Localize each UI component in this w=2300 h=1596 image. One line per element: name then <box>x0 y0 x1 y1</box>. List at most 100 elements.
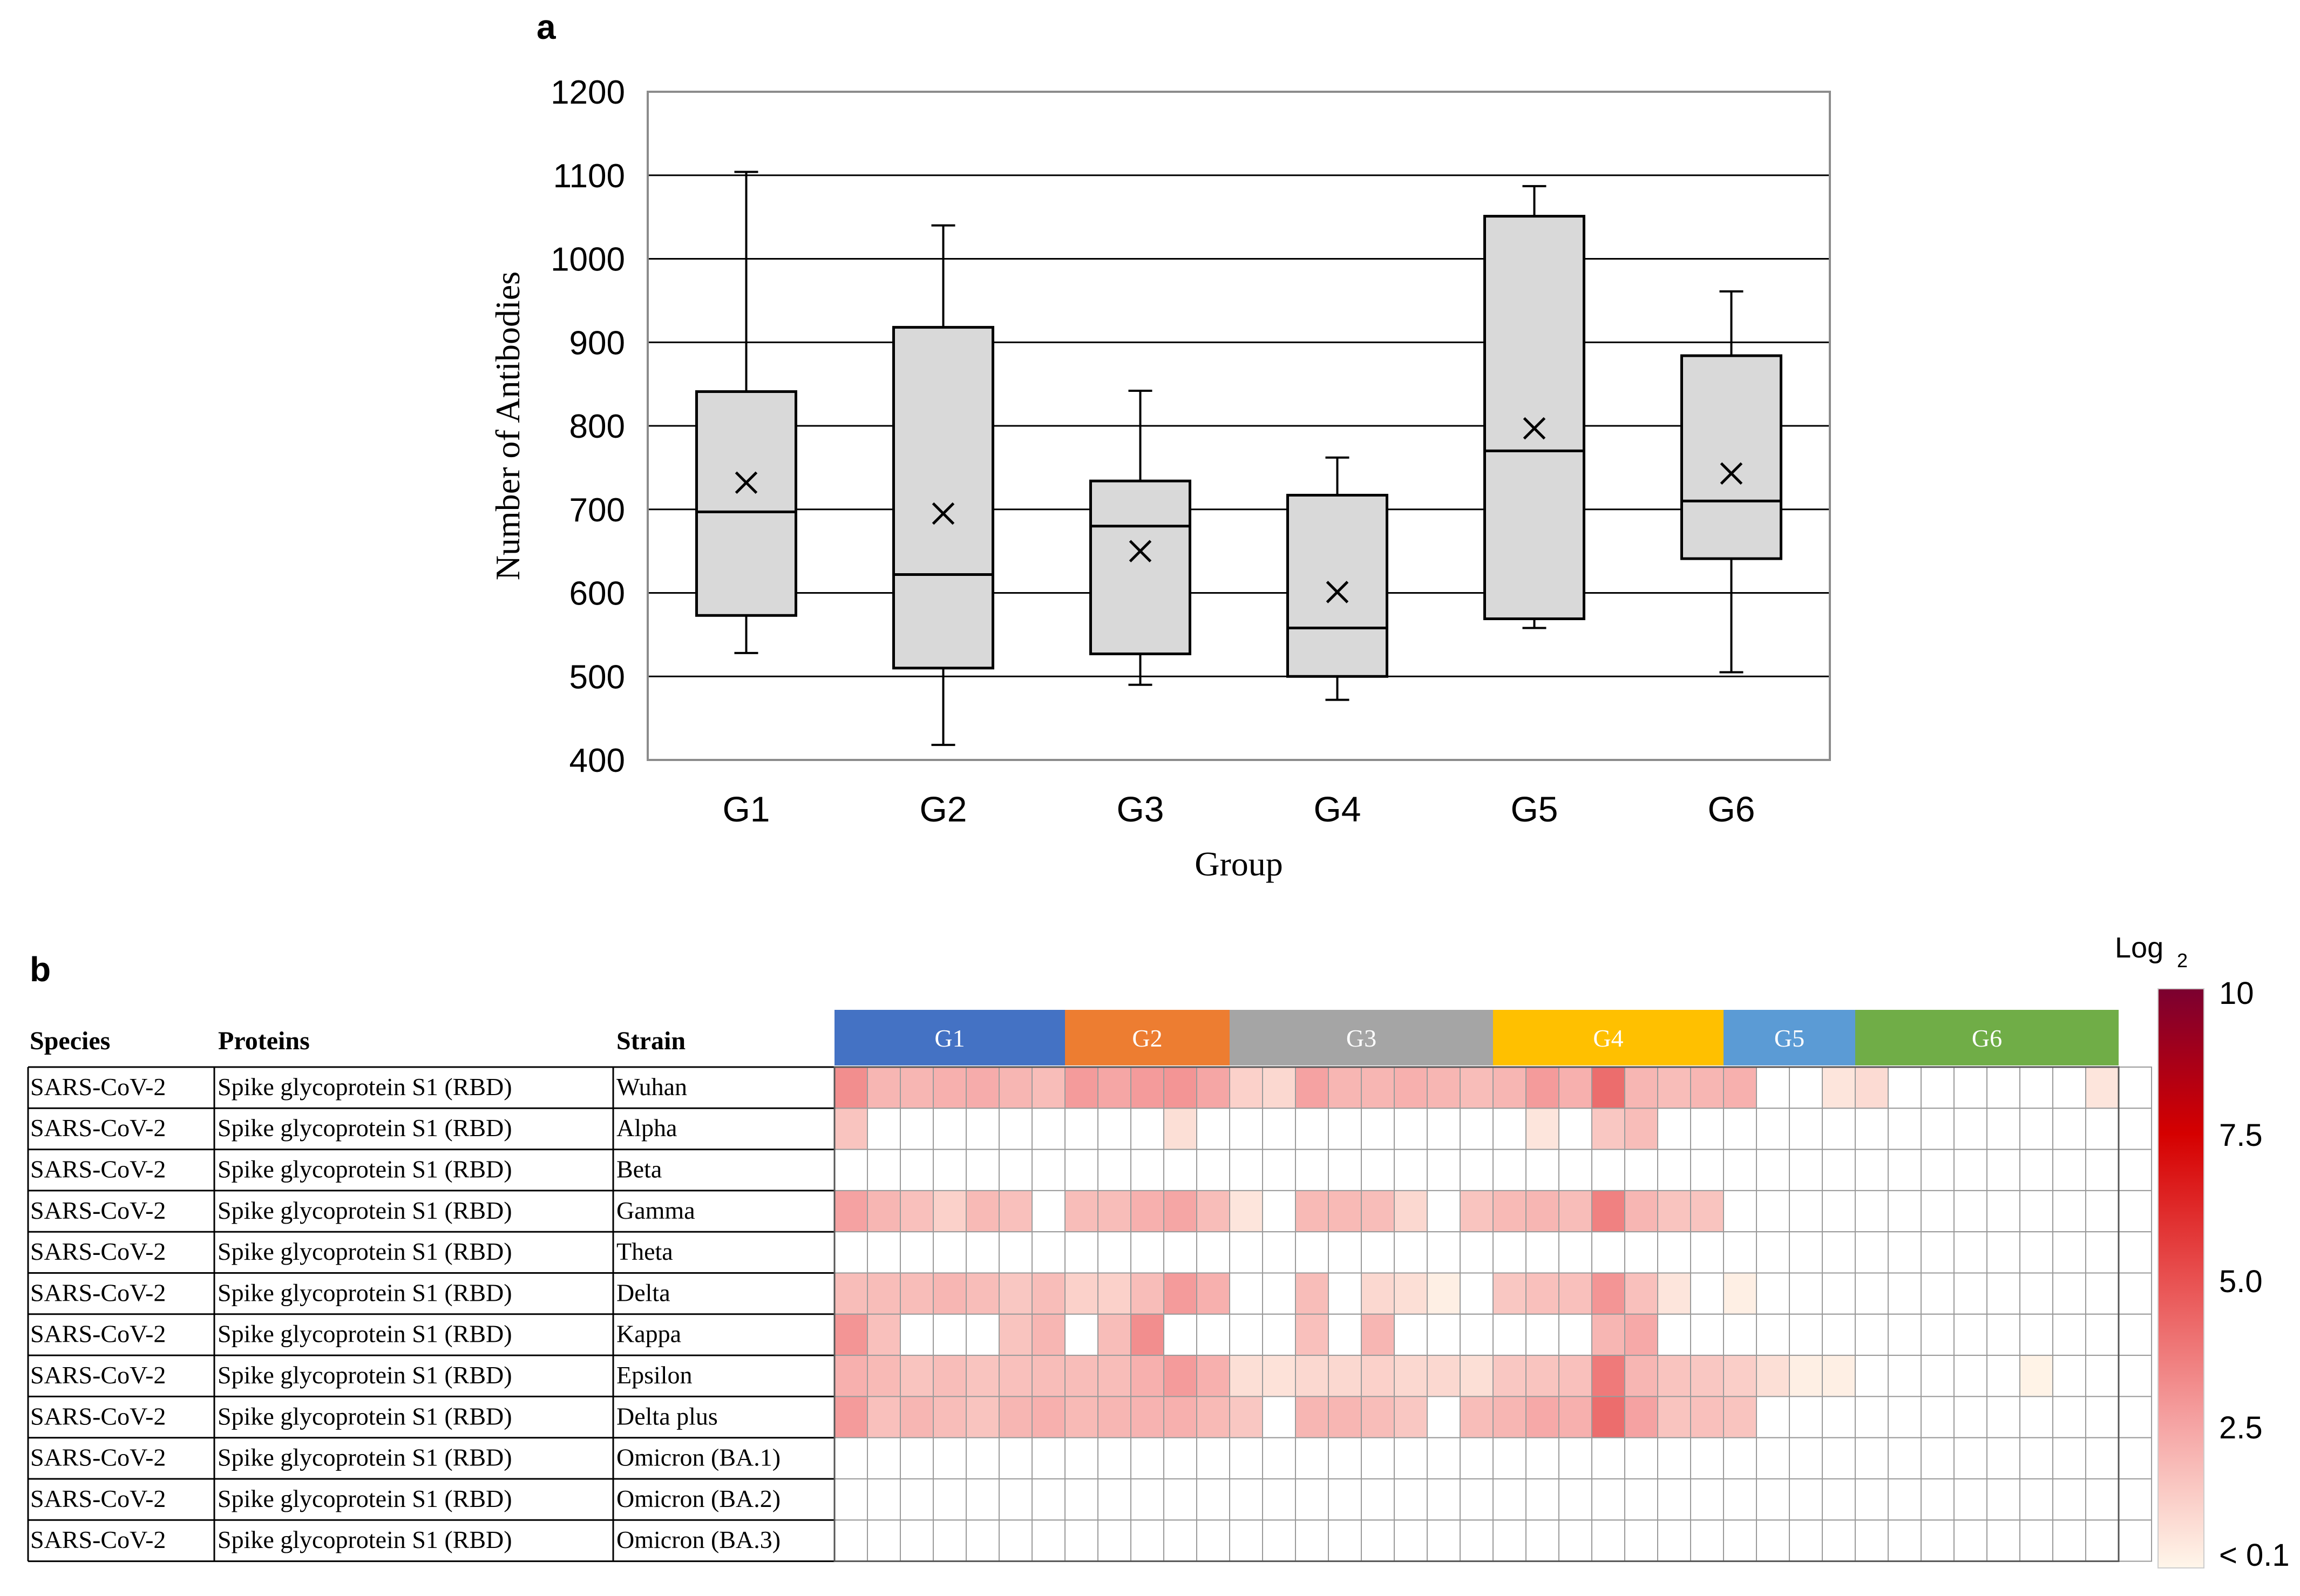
box-g4 <box>1286 456 1388 701</box>
box-g1 <box>695 171 797 654</box>
heatmap-cell <box>933 1067 967 1109</box>
heatmap-cell <box>1229 1396 1263 1438</box>
heatmap-cell <box>2019 1478 2053 1521</box>
heatmap-cell <box>999 1355 1033 1397</box>
heatmap-cell <box>2019 1149 2053 1191</box>
row-strain: Alpha <box>616 1114 677 1142</box>
row-label-table: SARS-CoV-2 Spike glycoprotein S1 (RBD) Wuh… <box>27 1066 2119 1563</box>
heatmap-cell <box>1130 1437 1164 1479</box>
row-protein: Spike glycoprotein S1 (RBD) <box>218 1238 512 1265</box>
heatmap-cell <box>900 1478 934 1521</box>
heatmap-cell <box>1394 1519 1428 1562</box>
heatmap-cell <box>933 1478 967 1521</box>
heatmap-cell <box>1130 1231 1164 1274</box>
row-species: SARS-CoV-2 <box>30 1361 166 1389</box>
heatmap-cell <box>867 1313 901 1356</box>
heatmap-cell <box>1756 1272 1790 1315</box>
heatmap-cell <box>1525 1067 1559 1109</box>
heatmap-cell <box>900 1519 934 1562</box>
heatmap-cell <box>1888 1313 1922 1356</box>
heatmap-cell <box>999 1437 1033 1479</box>
heatmap-cell <box>1097 1231 1131 1274</box>
row-species: SARS-CoV-2 <box>30 1402 166 1430</box>
heatmap-cell <box>933 1108 967 1150</box>
row-protein: Spike glycoprotein S1 (RBD) <box>218 1402 512 1430</box>
heatmap-cell <box>1624 1108 1658 1150</box>
heatmap-cell <box>2052 1272 2086 1315</box>
heatmap-cell <box>834 1231 868 1274</box>
heatmap-cell <box>966 1149 1000 1191</box>
heatmap-cell <box>1097 1108 1131 1150</box>
heatmap-cell <box>1558 1108 1592 1150</box>
heatmap-cell <box>1525 1231 1559 1274</box>
heatmap-cell <box>1624 1396 1658 1438</box>
heatmap-cell <box>1921 1478 1955 1521</box>
heatmap-cell <box>2019 1355 2053 1397</box>
heatmap-cell <box>1196 1519 1230 1562</box>
heatmap-cell <box>1130 1313 1164 1356</box>
row-strain: Wuhan <box>616 1073 687 1101</box>
heatmap-cell <box>2085 1355 2119 1397</box>
heatmap-cell <box>1855 1149 1889 1191</box>
heatmap-cell <box>1460 1231 1494 1274</box>
heatmap-cell <box>1855 1313 1889 1356</box>
heatmap-cell <box>1591 1478 1625 1521</box>
heatmap-cell <box>1657 1190 1691 1233</box>
x-tick-label: G5 <box>1510 789 1558 829</box>
gridlines <box>648 91 1830 761</box>
heatmap-cell <box>834 1478 868 1521</box>
box-g2 <box>892 224 994 746</box>
heatmap-cell <box>2052 1149 2086 1191</box>
heatmap-cell <box>933 1437 967 1479</box>
heatmap-cell <box>1097 1519 1131 1562</box>
heatmap-cell <box>2085 1149 2119 1191</box>
heatmap-cell <box>1789 1478 1823 1521</box>
heatmap-cell <box>900 1231 934 1274</box>
heatmap-cell <box>834 1190 868 1233</box>
heatmap-cell <box>2019 1437 2053 1479</box>
heatmap-cell <box>1262 1108 1296 1150</box>
heatmap-cell <box>1888 1478 1922 1521</box>
heatmap-cell <box>1032 1067 1066 1109</box>
heatmap-cell <box>2118 1313 2152 1356</box>
heatmap-cell <box>1723 1519 1757 1562</box>
heatmap-cell <box>999 1396 1033 1438</box>
heatmap-cell <box>1657 1396 1691 1438</box>
heatmap-cell <box>1097 1313 1131 1356</box>
heatmap-cell <box>2118 1519 2152 1562</box>
heatmap-cell <box>1460 1396 1494 1438</box>
heatmap-cell <box>1953 1396 1987 1438</box>
heatmap-cell <box>1558 1067 1592 1109</box>
heatmap-cell <box>1032 1108 1066 1150</box>
row-strain: Epsilon <box>616 1361 693 1389</box>
heatmap-cell <box>1163 1190 1197 1233</box>
heatmap-cell <box>867 1149 901 1191</box>
heatmap-cell <box>999 1108 1033 1150</box>
heatmap-cell <box>1229 1313 1263 1356</box>
heatmap-cell <box>1888 1149 1922 1191</box>
colorbar-tick-label: 5.0 <box>2219 1264 2263 1299</box>
heatmap-cell <box>1427 1313 1461 1356</box>
heatmap-cell <box>1460 1272 1494 1315</box>
heatmap-cell <box>1064 1231 1098 1274</box>
colorbar-gradient <box>2157 988 2204 1568</box>
row-species: SARS-CoV-2 <box>30 1526 166 1553</box>
heatmap-cell <box>1525 1355 1559 1397</box>
heatmap-cell <box>1624 1478 1658 1521</box>
heatmap-cell <box>1986 1519 2020 1562</box>
heatmap-cell <box>1163 1231 1197 1274</box>
column-header-strain: Strain <box>616 1027 686 1055</box>
group-bar-g4 <box>1493 1010 1724 1065</box>
row-strain: Delta <box>616 1279 670 1306</box>
heatmap-cell <box>1163 1149 1197 1191</box>
heatmap-cell <box>1657 1231 1691 1274</box>
heatmap-cell <box>1328 1478 1362 1521</box>
heatmap-cell <box>1855 1519 1889 1562</box>
y-tick-label: 900 <box>569 324 625 362</box>
heatmap-cell <box>1822 1190 1856 1233</box>
heatmap-cell <box>999 1478 1033 1521</box>
heatmap-cell <box>1591 1396 1625 1438</box>
heatmap-cell <box>1064 1190 1098 1233</box>
heatmap-cell <box>1690 1108 1724 1150</box>
